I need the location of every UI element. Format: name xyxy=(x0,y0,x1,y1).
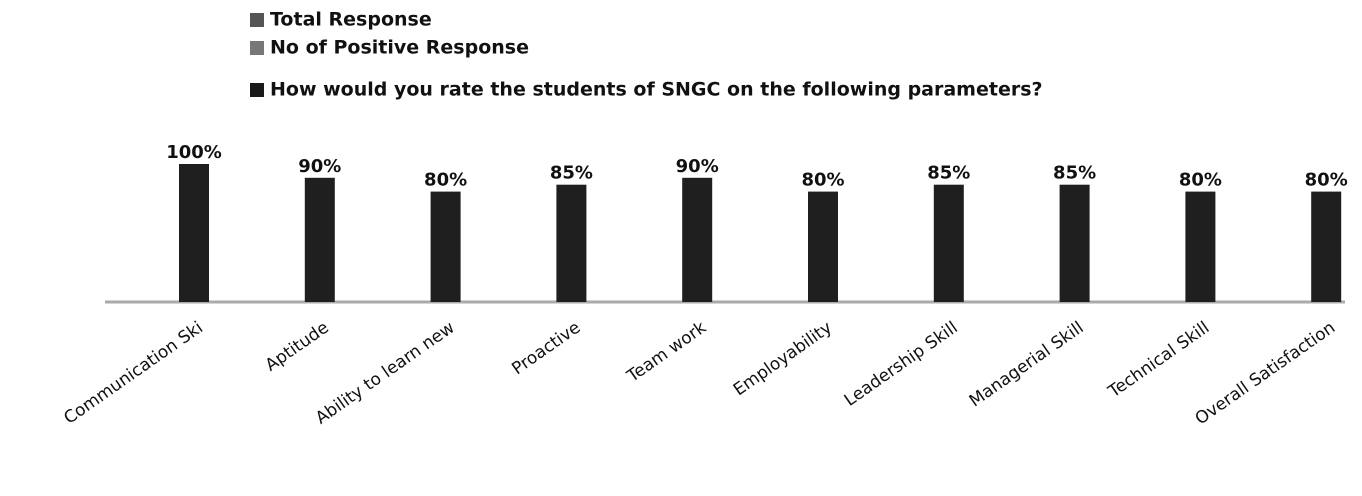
x-tick-label: Ability to learn new xyxy=(312,318,459,429)
x-tick-label: Aptitude xyxy=(262,318,333,376)
legend-swatch xyxy=(250,41,264,55)
bar xyxy=(808,191,838,302)
value-label: 80% xyxy=(1305,170,1348,191)
value-label: 80% xyxy=(424,170,467,191)
legend-swatch xyxy=(250,83,264,97)
value-label: 85% xyxy=(550,163,593,184)
value-label: 85% xyxy=(927,163,970,184)
bar xyxy=(1059,184,1090,302)
value-label: 100% xyxy=(166,142,222,163)
value-label: 85% xyxy=(1053,163,1096,184)
x-tick-label: Technical Skill xyxy=(1104,318,1213,403)
bar xyxy=(304,177,335,302)
value-label: 80% xyxy=(1179,170,1222,191)
x-tick-label: Communication Ski xyxy=(60,318,206,429)
legend-label: Total Response xyxy=(270,9,432,31)
value-label: 80% xyxy=(801,170,844,191)
x-tick-label: Team work xyxy=(623,318,710,388)
x-tick-label: Proactive xyxy=(508,318,584,379)
x-tick-label: Employability xyxy=(730,318,836,401)
legend-label: How would you rate the students of SNGC … xyxy=(270,79,1043,101)
bar xyxy=(1311,191,1342,302)
x-tick-label: Managerial Skill xyxy=(966,318,1088,412)
bar xyxy=(933,184,964,302)
bar xyxy=(556,184,587,302)
bar xyxy=(430,191,461,302)
x-tick-label: Leadership Skill xyxy=(841,318,962,411)
x-tick-label: Overall Satisfaction xyxy=(1192,318,1339,430)
value-label: 90% xyxy=(676,156,719,177)
bar xyxy=(682,177,713,302)
bar xyxy=(1185,191,1216,302)
bar xyxy=(179,164,209,302)
legend-label: No of Positive Response xyxy=(270,37,529,59)
value-label: 90% xyxy=(298,156,341,177)
legend-swatch xyxy=(250,13,264,27)
